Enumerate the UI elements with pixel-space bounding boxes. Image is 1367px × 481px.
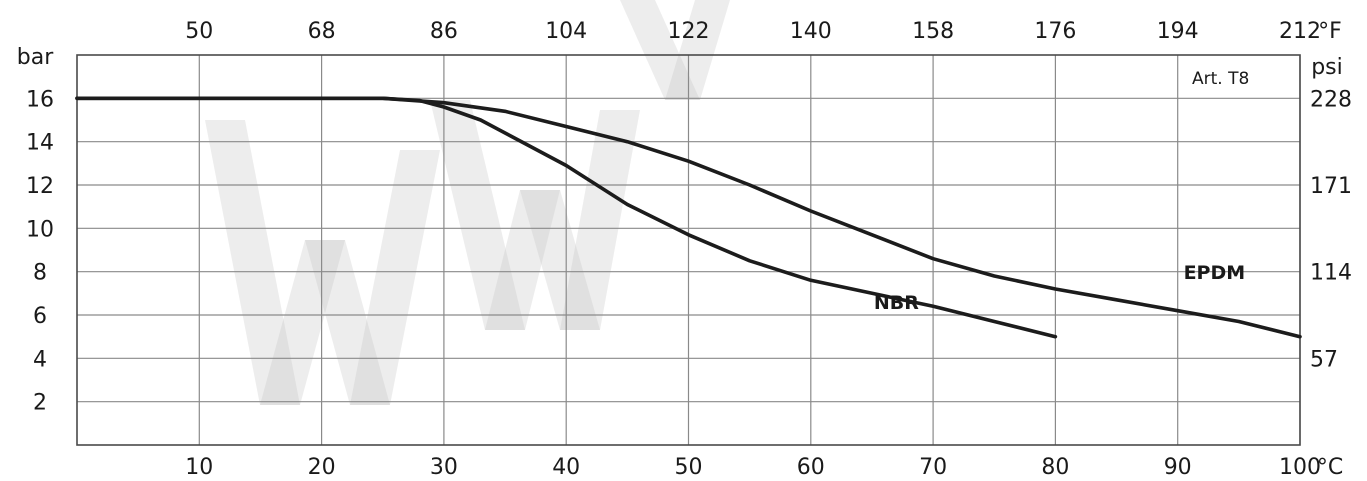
x-tick-celsius-70: 70 <box>919 455 947 480</box>
y-tick-bar-16: 16 <box>26 87 54 112</box>
series-label-epdm: EPDM <box>1184 262 1246 284</box>
x-tick-fahrenheit-104: 104 <box>545 19 587 44</box>
x-tick-fahrenheit-86: 86 <box>430 19 458 44</box>
x-tick-fahrenheit-212: 212 <box>1279 19 1321 44</box>
y-tick-bar-6: 6 <box>33 304 47 329</box>
x-tick-fahrenheit-194: 194 <box>1157 19 1199 44</box>
y-unit-left: bar <box>17 45 54 70</box>
x-tick-fahrenheit-68: 68 <box>308 19 336 44</box>
x-tick-fahrenheit-122: 122 <box>668 19 710 44</box>
y-tick-bar-8: 8 <box>33 261 47 286</box>
y-tick-psi-228: 228 <box>1310 87 1352 112</box>
y-tick-bar-10: 10 <box>26 217 54 242</box>
y-tick-bar-4: 4 <box>33 347 47 372</box>
x-tick-celsius-20: 20 <box>308 455 336 480</box>
x-tick-celsius-90: 90 <box>1164 455 1192 480</box>
x-tick-celsius-60: 60 <box>797 455 825 480</box>
y-tick-bar-14: 14 <box>26 131 54 156</box>
x-unit-top: °F <box>1318 19 1342 44</box>
y-tick-bar-12: 12 <box>26 174 54 199</box>
article-note: Art. T8 <box>1192 69 1249 89</box>
plot-frame <box>76 54 1301 446</box>
curves <box>75 96 1302 339</box>
x-tick-celsius-40: 40 <box>552 455 580 480</box>
y-tick-psi-114: 114 <box>1310 261 1352 286</box>
y-tick-psi-171: 171 <box>1310 174 1352 199</box>
x-tick-celsius-50: 50 <box>675 455 703 480</box>
x-tick-fahrenheit-140: 140 <box>790 19 832 44</box>
x-tick-celsius-10: 10 <box>185 455 213 480</box>
x-tick-fahrenheit-50: 50 <box>185 19 213 44</box>
watermark <box>205 0 730 405</box>
y-unit-right: psi <box>1311 55 1343 80</box>
series-line-epdm <box>75 96 1302 339</box>
series-label-nbr: NBR <box>874 292 919 314</box>
x-tick-celsius-100: 100 <box>1279 455 1321 480</box>
x-tick-fahrenheit-158: 158 <box>912 19 954 44</box>
series-labels: NBR EPDM <box>874 262 1245 314</box>
x-unit-bottom: °C <box>1317 455 1343 480</box>
x-tick-celsius-80: 80 <box>1041 455 1069 480</box>
x-tick-fahrenheit-176: 176 <box>1034 19 1076 44</box>
y-tick-psi-57: 57 <box>1310 347 1338 372</box>
x-tick-celsius-30: 30 <box>430 455 458 480</box>
y-tick-bar-2: 2 <box>33 391 47 416</box>
